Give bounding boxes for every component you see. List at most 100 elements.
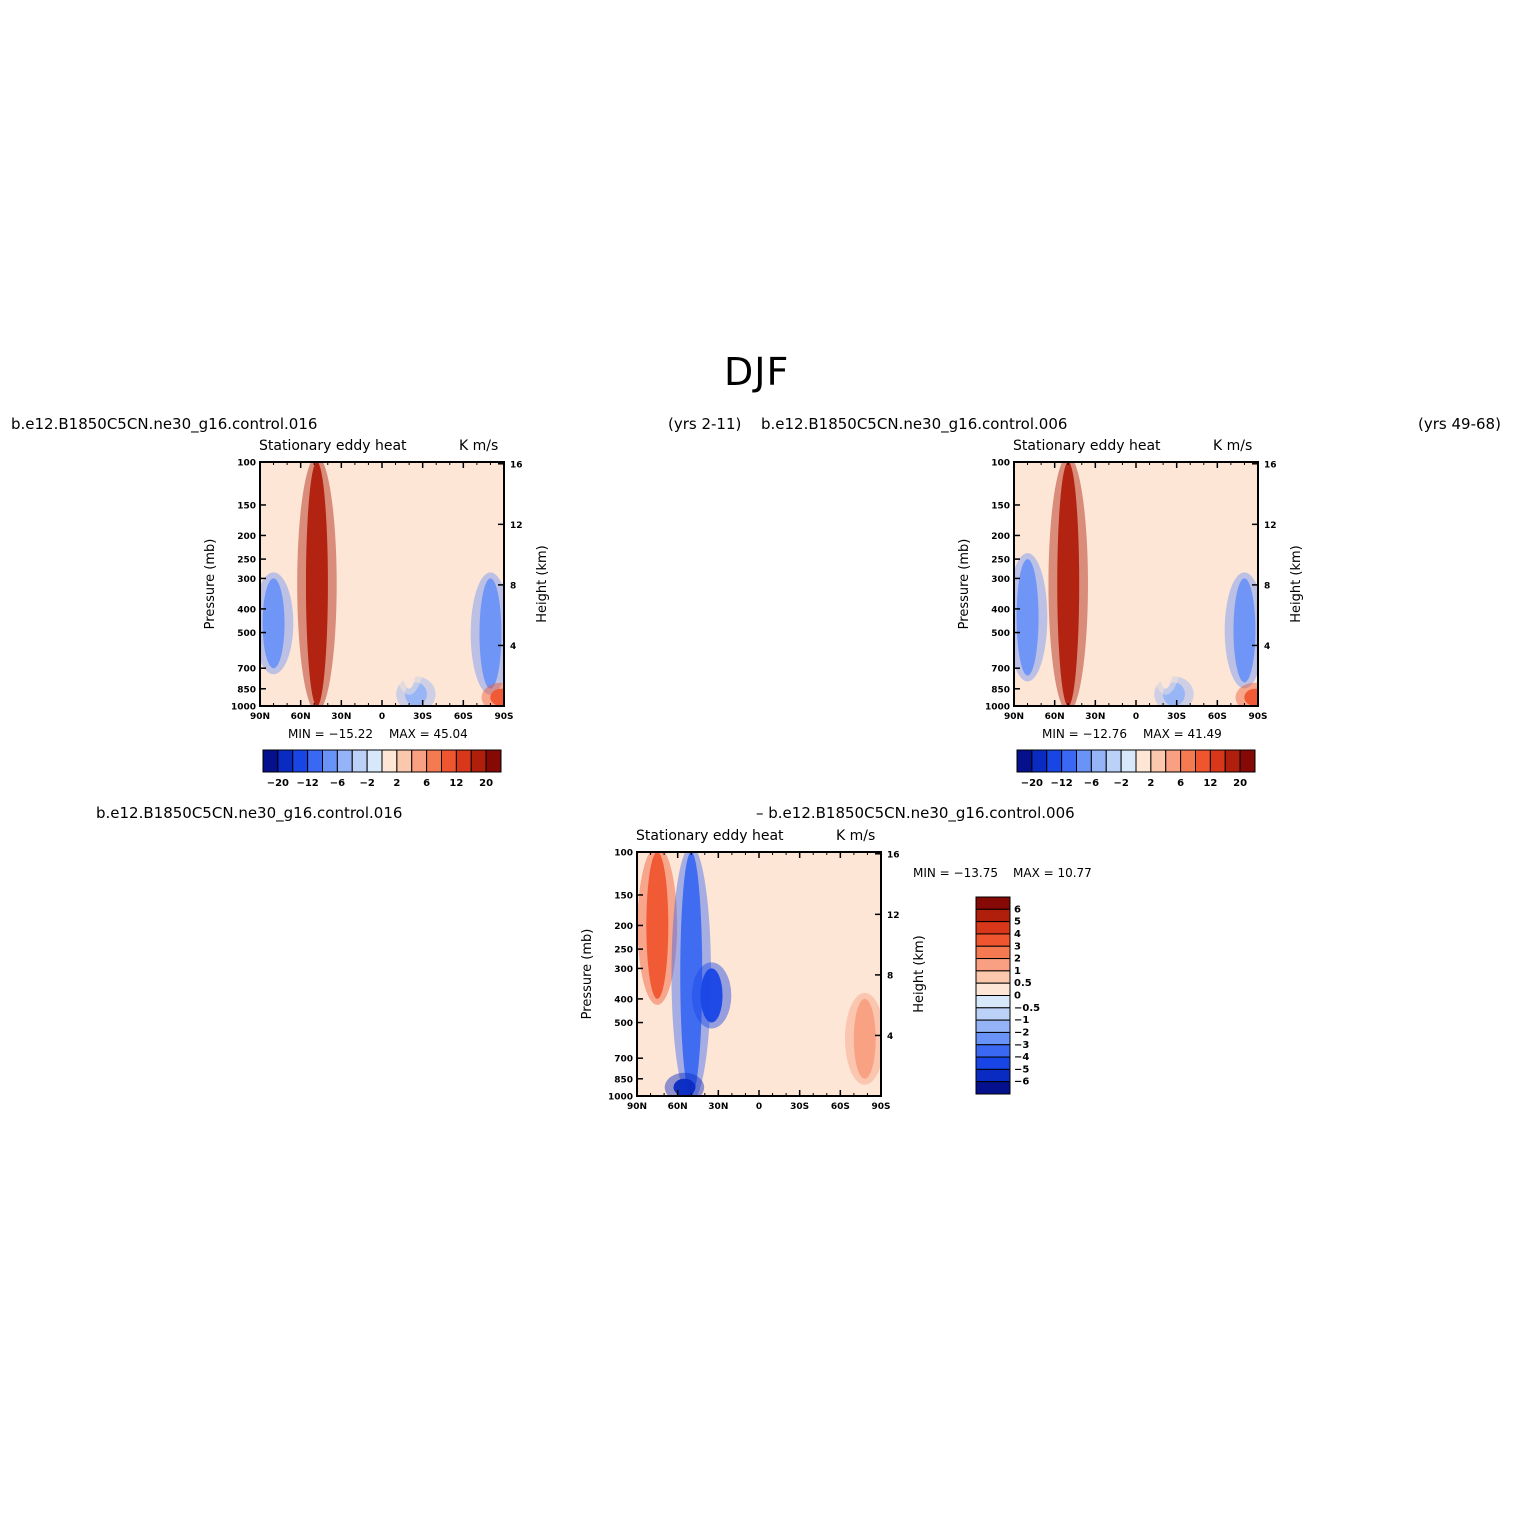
panel-016-min-label: MIN = −15.22 xyxy=(288,727,373,741)
y-tick-label: 400 xyxy=(614,995,633,1005)
colorbar-tick-label: 5 xyxy=(1014,917,1021,928)
panel-field-background xyxy=(1014,462,1258,706)
y2-tick-label: 4 xyxy=(887,1032,893,1042)
x-tick-label: 90S xyxy=(871,1102,890,1112)
colorbar-tick-label: 4 xyxy=(1014,929,1021,940)
x-tick-label: 60N xyxy=(291,712,311,722)
x-tick-label: 90N xyxy=(1004,712,1024,722)
colorbar-swatch xyxy=(975,933,1011,947)
y-tick-label: 100 xyxy=(991,459,1010,469)
colorbar-tick-label: −2 xyxy=(1113,778,1128,789)
colorbar-tick-label: 6 xyxy=(423,778,430,789)
y2-tick-label: 8 xyxy=(1264,581,1270,591)
panel-field-background xyxy=(637,852,881,1096)
y2-tick-label: 4 xyxy=(1264,642,1270,652)
x-tick-label: 0 xyxy=(1133,712,1139,722)
panel-006-variable: Stationary eddy heat xyxy=(1013,438,1161,454)
field-feature-core xyxy=(1154,559,1177,689)
x-tick-label: 60S xyxy=(831,1102,850,1112)
y-tick-label: 100 xyxy=(614,849,633,859)
field-feature-core xyxy=(1233,578,1256,683)
colorbar-tick-label: −1 xyxy=(1014,1015,1029,1026)
x-tick-label: 90N xyxy=(250,712,270,722)
y-tick-label: 100 xyxy=(237,459,256,469)
colorbar-swatch xyxy=(975,1056,1011,1070)
panel-diff-units: K m/s xyxy=(836,828,876,844)
colorbar-swatch xyxy=(975,958,1011,972)
field-feature-core xyxy=(479,578,502,689)
panel-field-background xyxy=(260,462,504,706)
y-tick-label: 250 xyxy=(614,946,633,956)
field-feature-core xyxy=(398,559,421,689)
y-axis-title: Pressure (mb) xyxy=(957,539,972,630)
field-feature-core xyxy=(1057,462,1080,706)
y-tick-label: 200 xyxy=(614,922,633,932)
colorbar-tick-label: 2 xyxy=(1014,954,1021,965)
field-feature-core xyxy=(490,688,504,706)
y-tick-label: 1000 xyxy=(985,703,1010,713)
colorbar-tick-label: 0.5 xyxy=(1014,978,1032,989)
colorbar-tick-label: 20 xyxy=(479,778,493,789)
y-tick-label: 850 xyxy=(237,685,256,695)
y-tick-label: 400 xyxy=(991,605,1010,615)
y-tick-label: 400 xyxy=(237,605,256,615)
colorbar-tick-label: 0 xyxy=(1014,991,1021,1002)
x-tick-label: 30S xyxy=(1167,712,1186,722)
y2-axis-title: Height (km) xyxy=(912,935,927,1012)
y2-tick-label: 16 xyxy=(887,850,900,860)
x-tick-label: 60N xyxy=(1045,712,1065,722)
y2-tick-label: 12 xyxy=(510,521,523,531)
diff-case-b-label: – b.e12.B1850C5CN.ne30_g16.control.006 xyxy=(756,804,1075,822)
colorbar-tick-label: −12 xyxy=(296,778,318,789)
colorbar-tick-label: −4 xyxy=(1014,1052,1029,1063)
y-axis-title: Pressure (mb) xyxy=(580,929,595,1020)
y2-tick-label: 16 xyxy=(510,460,523,470)
colorbar-tick-label: 6 xyxy=(1177,778,1184,789)
field-feature-core xyxy=(768,852,791,1096)
panel-field xyxy=(1014,462,1258,706)
colorbar-swatch xyxy=(975,908,1011,923)
panel-006-units: K m/s xyxy=(1213,438,1253,454)
field-feature-core xyxy=(646,852,669,999)
colorbar-swatch xyxy=(485,749,502,773)
colorbar-tick-label: 3 xyxy=(1014,941,1021,952)
y-tick-label: 200 xyxy=(237,532,256,542)
y-tick-label: 700 xyxy=(237,665,256,675)
colorbar-tick-label: 2 xyxy=(393,778,400,789)
field-feature-core xyxy=(1244,688,1258,706)
colorbar-tick-label: 2 xyxy=(1147,778,1154,789)
x-tick-label: 30N xyxy=(331,712,351,722)
colorbar-swatch xyxy=(975,1019,1011,1033)
case-label-top-left: b.e12.B1850C5CN.ne30_g16.control.016 xyxy=(11,415,318,433)
x-tick-label: 0 xyxy=(379,712,385,722)
colorbar-tick-label: −20 xyxy=(1021,778,1043,789)
y-tick-label: 150 xyxy=(237,501,256,511)
case-label-top-right: b.e12.B1850C5CN.ne30_g16.control.006 xyxy=(761,415,1068,433)
field-feature-core xyxy=(262,578,285,669)
field-feature-core xyxy=(680,852,703,1096)
colorbar-swatch xyxy=(975,921,1011,935)
y2-tick-label: 12 xyxy=(887,911,900,921)
y-tick-label: 1000 xyxy=(608,1093,633,1103)
y-tick-label: 300 xyxy=(614,965,633,975)
panel-diff-min-label: MIN = −13.75 xyxy=(913,866,998,880)
colorbar-swatch xyxy=(975,995,1011,1009)
y-tick-label: 500 xyxy=(991,629,1010,639)
y-tick-label: 700 xyxy=(991,665,1010,675)
colorbar-tick-label: −2 xyxy=(1014,1027,1029,1038)
colorbar-tick-label: −0.5 xyxy=(1014,1003,1040,1014)
field-feature-core xyxy=(700,968,723,1023)
x-tick-label: 30N xyxy=(708,1102,728,1112)
colorbar-swatch xyxy=(975,1031,1011,1046)
colorbar-swatch xyxy=(975,896,1011,910)
colorbar-tick-label: −6 xyxy=(330,778,345,789)
y2-tick-label: 12 xyxy=(1264,521,1277,531)
x-tick-label: 60S xyxy=(454,712,473,722)
panel-diff-variable: Stationary eddy heat xyxy=(636,828,784,844)
x-tick-label: 0 xyxy=(756,1102,762,1112)
y2-tick-label: 8 xyxy=(887,971,893,981)
colorbar-tick-label: 12 xyxy=(449,778,463,789)
colorbar-tick-label: 6 xyxy=(1014,904,1021,915)
